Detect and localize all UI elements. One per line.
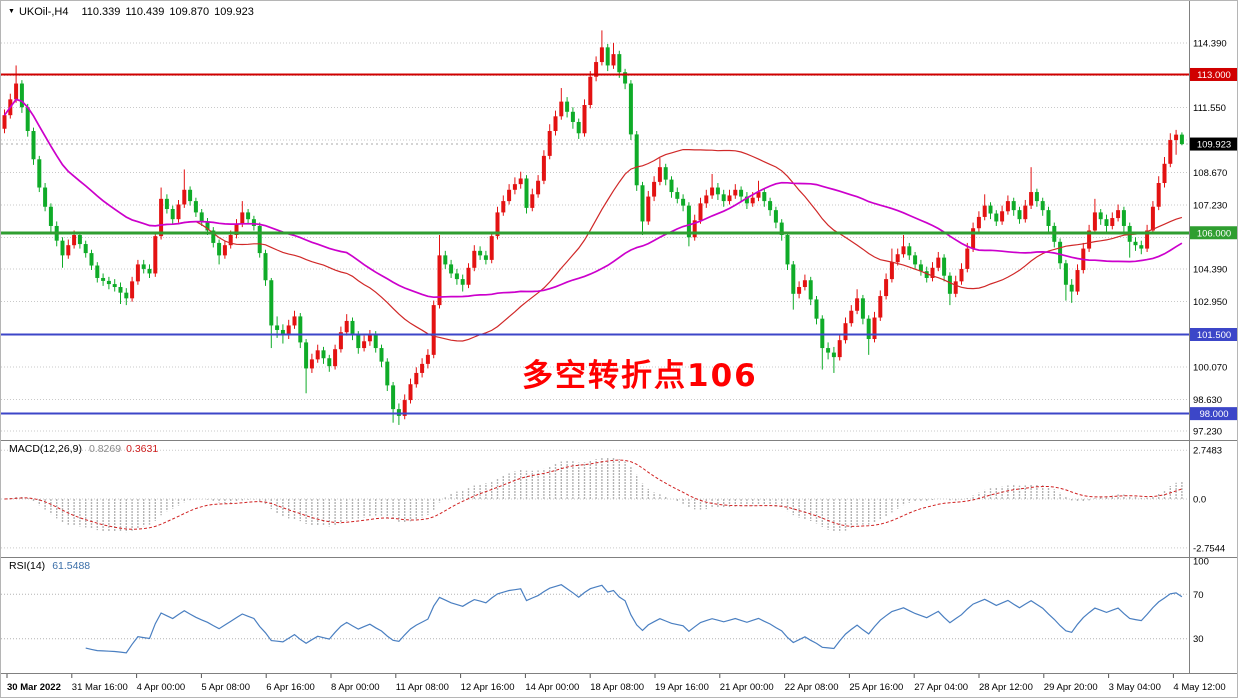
macd-name-label: MACD(12,26,9) xyxy=(9,443,82,455)
svg-text:4 Apr 00:00: 4 Apr 00:00 xyxy=(137,682,186,693)
macd-signal-line xyxy=(4,459,1183,530)
svg-text:101.500: 101.500 xyxy=(1197,330,1231,341)
svg-text:108.670: 108.670 xyxy=(1193,168,1227,179)
candlesticks xyxy=(2,30,1184,425)
svg-text:12 Apr 16:00: 12 Apr 16:00 xyxy=(461,682,515,693)
ohlc-open-value: 110.339 xyxy=(81,6,121,18)
macd-signal-value: 0.3631 xyxy=(126,443,159,455)
svg-text:0.0: 0.0 xyxy=(1193,495,1206,506)
svg-text:113.000: 113.000 xyxy=(1197,70,1231,81)
svg-text:106.000: 106.000 xyxy=(1197,228,1231,239)
rsi-line xyxy=(85,584,1183,654)
svg-text:22 Apr 08:00: 22 Apr 08:00 xyxy=(785,682,839,693)
price-badge xyxy=(1190,226,1237,240)
svg-text:25 Apr 16:00: 25 Apr 16:00 xyxy=(849,682,903,693)
symbol-timeframe-label: UKOil-,H4 xyxy=(18,6,69,18)
svg-text:30 Mar 2022: 30 Mar 2022 xyxy=(7,682,61,693)
ohlc-close-value: 109.923 xyxy=(214,6,254,18)
ohlc-marker-icon: ▼ xyxy=(8,8,15,15)
chart-annotation-text: 多空转折点106 xyxy=(522,358,758,394)
svg-text:98.630: 98.630 xyxy=(1193,395,1222,406)
svg-text:2.7483: 2.7483 xyxy=(1193,446,1222,457)
svg-text:4 May 12:00: 4 May 12:00 xyxy=(1173,682,1225,693)
price-badge xyxy=(1190,137,1237,151)
macd-indicator-label: MACD(12,26,9) 0.8269 0.3631 xyxy=(9,443,158,455)
macd-panel xyxy=(1,449,1189,549)
time-axis[interactable]: 30 Mar 2022 31 Mar 16:00 4 Apr 00:00 5 Apr … xyxy=(6,674,1226,693)
svg-text:100: 100 xyxy=(1193,557,1209,568)
svg-text:70: 70 xyxy=(1193,590,1204,601)
svg-text:21 Apr 00:00: 21 Apr 00:00 xyxy=(720,682,774,693)
svg-text:3 May 04:00: 3 May 04:00 xyxy=(1109,682,1161,693)
svg-text:111.550: 111.550 xyxy=(1193,103,1226,114)
price-scale[interactable]: 114.390 111.550 108.670 107.230 104.390 102.9… xyxy=(1190,39,1238,646)
chart-header: ▼ UKOil-,H4 110.339 110.439 109.870 109.923 xyxy=(8,6,254,18)
ohlc-high-value: 110.439 xyxy=(125,6,165,18)
ma-slow-line xyxy=(3,98,1183,299)
ma-fast-line xyxy=(4,98,1183,342)
svg-text:102.950: 102.950 xyxy=(1193,297,1227,308)
svg-text:14 Apr 00:00: 14 Apr 00:00 xyxy=(525,682,579,693)
rsi-name-label: RSI(14) xyxy=(9,560,46,572)
svg-text:19 Apr 16:00: 19 Apr 16:00 xyxy=(655,682,709,693)
macd-main-value: 0.8269 xyxy=(88,443,122,455)
rsi-indicator-label: RSI(14) 61.5488 xyxy=(9,560,90,572)
horizontal-level-lines xyxy=(1,73,1189,415)
svg-text:8 Apr 00:00: 8 Apr 00:00 xyxy=(331,682,380,693)
ohlc-low-value: 109.870 xyxy=(169,6,210,18)
svg-text:5 Apr 08:00: 5 Apr 08:00 xyxy=(201,682,250,693)
rsi-value: 61.5488 xyxy=(52,560,91,572)
svg-text:-2.7544: -2.7544 xyxy=(1193,543,1225,554)
svg-text:104.390: 104.390 xyxy=(1193,265,1227,276)
svg-text:11 Apr 08:00: 11 Apr 08:00 xyxy=(396,682,449,693)
svg-text:27 Apr 04:00: 27 Apr 04:00 xyxy=(914,682,968,693)
svg-text:6 Apr 16:00: 6 Apr 16:00 xyxy=(266,682,315,693)
svg-text:30: 30 xyxy=(1193,634,1204,645)
rsi-panel xyxy=(1,584,1189,654)
price-badge xyxy=(1190,327,1237,341)
panel-separators xyxy=(1,1,1237,674)
svg-text:18 Apr 08:00: 18 Apr 08:00 xyxy=(590,682,644,693)
svg-text:107.230: 107.230 xyxy=(1193,200,1227,211)
svg-text:28 Apr 12:00: 28 Apr 12:00 xyxy=(979,682,1033,693)
svg-text:29 Apr 20:00: 29 Apr 20:00 xyxy=(1044,682,1098,693)
svg-text:100.070: 100.070 xyxy=(1193,362,1227,373)
price-badge xyxy=(1190,407,1237,421)
svg-text:109.923: 109.923 xyxy=(1197,140,1231,151)
svg-text:31 Mar 16:00: 31 Mar 16:00 xyxy=(72,682,128,693)
svg-text:97.230: 97.230 xyxy=(1193,427,1222,438)
svg-text:98.000: 98.000 xyxy=(1199,409,1228,420)
svg-text:114.390: 114.390 xyxy=(1193,39,1227,50)
price-badge xyxy=(1190,67,1237,81)
